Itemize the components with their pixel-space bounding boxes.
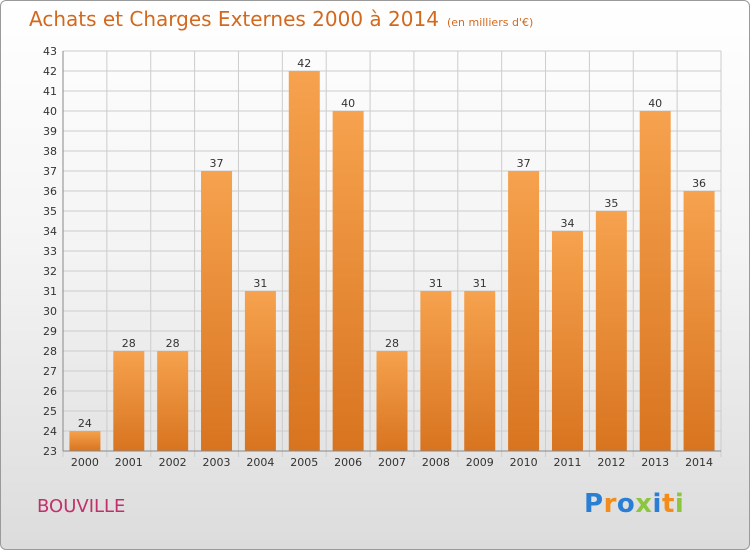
logo-letter: x <box>635 489 653 519</box>
y-tick-label: 26 <box>43 385 57 398</box>
bar-2010 <box>508 171 540 451</box>
bar-2009 <box>464 291 496 451</box>
x-tick-label: 2001 <box>115 456 143 469</box>
y-axis: 23 24 25 26 27 28 29 30 31 32 33 34 35 36 37 38 39 40 41 42… <box>43 45 64 458</box>
value-label: 28 <box>385 337 399 350</box>
bar-2008 <box>420 291 452 451</box>
x-tick-label: 2012 <box>597 456 625 469</box>
y-tick-label: 43 <box>43 45 57 58</box>
bar-2004 <box>244 291 276 451</box>
bar-2000 <box>69 431 101 451</box>
logo-letter: o <box>616 489 636 519</box>
title-unit: (en milliers d'€) <box>446 16 534 29</box>
y-tick-label: 35 <box>43 205 57 218</box>
proxiti-logo: Proxiti <box>584 489 684 519</box>
y-tick-label: 27 <box>43 365 57 378</box>
bar-2012 <box>595 211 627 451</box>
bar-2011 <box>551 231 583 451</box>
x-tick-label: 2008 <box>422 456 450 469</box>
value-label: 28 <box>166 337 180 350</box>
x-tick-label: 2010 <box>510 456 538 469</box>
logo-letter: r <box>603 489 617 519</box>
value-label: 31 <box>473 277 487 290</box>
y-tick-label: 41 <box>43 85 57 98</box>
value-label: 37 <box>517 157 531 170</box>
x-tick-label: 2011 <box>553 456 581 469</box>
y-tick-label: 39 <box>43 125 57 138</box>
x-tick-label: 2007 <box>378 456 406 469</box>
value-label: 34 <box>560 217 574 230</box>
y-tick-label: 37 <box>43 165 57 178</box>
bar-2002 <box>157 351 189 451</box>
x-tick-label: 2002 <box>159 456 187 469</box>
value-label: 42 <box>297 57 311 70</box>
x-tick-label: 2013 <box>641 456 669 469</box>
y-tick-label: 34 <box>43 225 57 238</box>
y-tick-label: 31 <box>43 285 57 298</box>
x-tick-label: 2004 <box>246 456 274 469</box>
x-axis: 2000 2001 2002 2003 2004 2005 2006 2007 2008 2009… <box>63 450 721 469</box>
value-label: 31 <box>253 277 267 290</box>
value-label: 40 <box>648 97 662 110</box>
logo-letter: i <box>674 489 685 519</box>
bar-2006 <box>332 111 364 451</box>
location-label: BOUVILLE <box>37 496 126 517</box>
chart-title: Achats et Charges Externes 2000 à 2014 (e… <box>29 7 533 31</box>
value-label: 35 <box>604 197 618 210</box>
x-tick-label: 2009 <box>466 456 494 469</box>
logo-letter: t <box>661 489 675 519</box>
logo-letter: i <box>652 489 662 519</box>
y-tick-label: 25 <box>43 405 57 418</box>
value-label: 36 <box>692 177 706 190</box>
bar-2005 <box>288 71 320 451</box>
bar-2014 <box>683 191 715 451</box>
bars: 24 28 28 37 31 42 40 28 31 31 37 34 35 40 36 <box>69 57 715 451</box>
bar-2007 <box>376 351 408 451</box>
y-tick-label: 29 <box>43 325 57 338</box>
x-tick-label: 2005 <box>290 456 318 469</box>
x-tick-label: 2003 <box>203 456 231 469</box>
y-tick-label: 33 <box>43 245 57 258</box>
y-tick-label: 24 <box>43 425 57 438</box>
y-tick-label: 38 <box>43 145 57 158</box>
value-label: 24 <box>78 417 92 430</box>
bar-2003 <box>201 171 233 451</box>
value-label: 28 <box>122 337 136 350</box>
value-label: 31 <box>429 277 443 290</box>
y-tick-label: 42 <box>43 65 57 78</box>
value-label: 40 <box>341 97 355 110</box>
bar-2013 <box>639 111 671 451</box>
x-tick-label: 2006 <box>334 456 362 469</box>
y-tick-label: 23 <box>43 445 57 458</box>
x-tick-label: 2014 <box>685 456 713 469</box>
x-tick-label: 2000 <box>71 456 99 469</box>
y-tick-label: 30 <box>43 305 57 318</box>
y-tick-label: 32 <box>43 265 57 278</box>
y-tick-label: 36 <box>43 185 57 198</box>
title-main: Achats et Charges Externes 2000 à 2014 <box>29 7 439 31</box>
logo-letter: P <box>584 489 604 519</box>
bar-2001 <box>113 351 145 451</box>
value-label: 37 <box>210 157 224 170</box>
y-tick-label: 28 <box>43 345 57 358</box>
y-tick-label: 40 <box>43 105 57 118</box>
